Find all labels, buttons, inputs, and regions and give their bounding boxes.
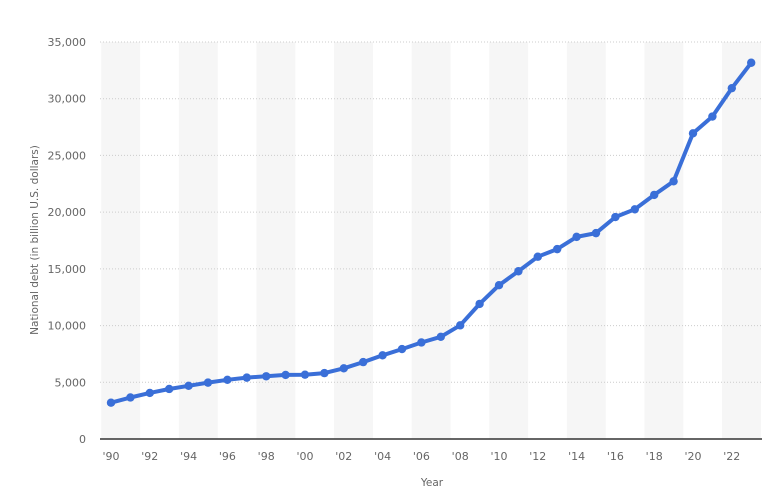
data-point[interactable]: [591, 228, 601, 238]
data-point[interactable]: [650, 190, 659, 200]
data-point[interactable]: [397, 344, 407, 354]
data-point[interactable]: [436, 332, 445, 342]
x-axis-title: Year: [420, 477, 444, 489]
column-band: [256, 42, 296, 439]
x-tick-label: '22: [723, 450, 740, 463]
data-point[interactable]: [184, 381, 193, 391]
data-point[interactable]: [223, 375, 232, 384]
x-tick-label: '18: [646, 450, 663, 463]
data-point-markers: [106, 58, 756, 407]
y-axis-ticks: 0 5,000 10,000 15,000 20,000 25,000 30,000 35,0…: [48, 36, 87, 446]
x-tick-label: '04: [374, 450, 391, 463]
x-tick-label: '02: [335, 450, 352, 463]
data-point[interactable]: [242, 373, 251, 382]
y-axis-title: National debt (in billion U.S. dollars): [29, 145, 41, 335]
data-point[interactable]: [300, 370, 310, 379]
y-tick-label: 20,000: [48, 206, 87, 219]
x-axis-ticks: '90 '92 '94 '96 '98 '00 '02 '04 '06 '08 '10 '12 '14 '…: [102, 450, 740, 463]
y-tick-label: 35,000: [48, 36, 87, 49]
data-point[interactable]: [145, 388, 154, 398]
x-tick-label: '16: [607, 450, 624, 463]
data-point[interactable]: [533, 252, 542, 261]
x-tick-label: '92: [141, 450, 158, 463]
column-band: [178, 42, 218, 439]
x-tick-label: '94: [180, 450, 197, 463]
column-band: [722, 42, 761, 439]
column-band: [489, 42, 529, 439]
x-tick-label: '20: [684, 450, 701, 463]
data-point[interactable]: [727, 83, 736, 93]
data-point[interactable]: [669, 177, 678, 186]
y-tick-label: 5,000: [55, 376, 87, 389]
x-tick-label: '14: [568, 450, 585, 463]
column-band: [334, 42, 373, 439]
column-bands: [101, 42, 761, 439]
data-point[interactable]: [456, 321, 465, 330]
gridlines: [100, 41, 762, 383]
y-tick-label: 25,000: [48, 149, 87, 162]
x-tick-label: '06: [413, 450, 430, 463]
x-tick-label: '08: [452, 450, 469, 463]
x-tick-label: '00: [296, 450, 313, 463]
data-point[interactable]: [106, 398, 116, 407]
column-band: [644, 42, 684, 439]
data-point[interactable]: [475, 299, 484, 309]
y-tick-label: 30,000: [48, 93, 87, 106]
data-point[interactable]: [688, 129, 698, 138]
x-tick-label: '96: [219, 450, 236, 463]
data-point[interactable]: [281, 370, 290, 380]
data-point[interactable]: [126, 393, 135, 402]
data-point[interactable]: [378, 351, 387, 360]
data-point[interactable]: [514, 267, 523, 276]
column-band: [411, 42, 451, 439]
data-point[interactable]: [553, 244, 562, 254]
data-point[interactable]: [203, 378, 213, 387]
series-line: [109, 60, 754, 405]
data-point[interactable]: [339, 364, 348, 373]
x-tick-label: '12: [529, 450, 546, 463]
y-tick-label: 0: [79, 433, 86, 446]
data-point[interactable]: [630, 205, 639, 214]
data-point[interactable]: [747, 58, 756, 67]
data-point[interactable]: [262, 372, 271, 381]
x-tick-label: '90: [102, 450, 119, 463]
y-tick-label: 10,000: [48, 320, 87, 333]
data-point[interactable]: [611, 212, 620, 222]
data-point[interactable]: [572, 232, 581, 242]
data-point[interactable]: [165, 384, 174, 394]
data-point[interactable]: [320, 368, 329, 378]
x-tick-label: '10: [490, 450, 507, 463]
y-tick-label: 15,000: [48, 263, 87, 276]
x-tick-label: '98: [258, 450, 275, 463]
column-band: [101, 42, 141, 439]
data-point[interactable]: [359, 357, 368, 367]
data-point[interactable]: [494, 280, 504, 290]
data-point[interactable]: [708, 112, 717, 121]
data-point[interactable]: [417, 338, 426, 347]
